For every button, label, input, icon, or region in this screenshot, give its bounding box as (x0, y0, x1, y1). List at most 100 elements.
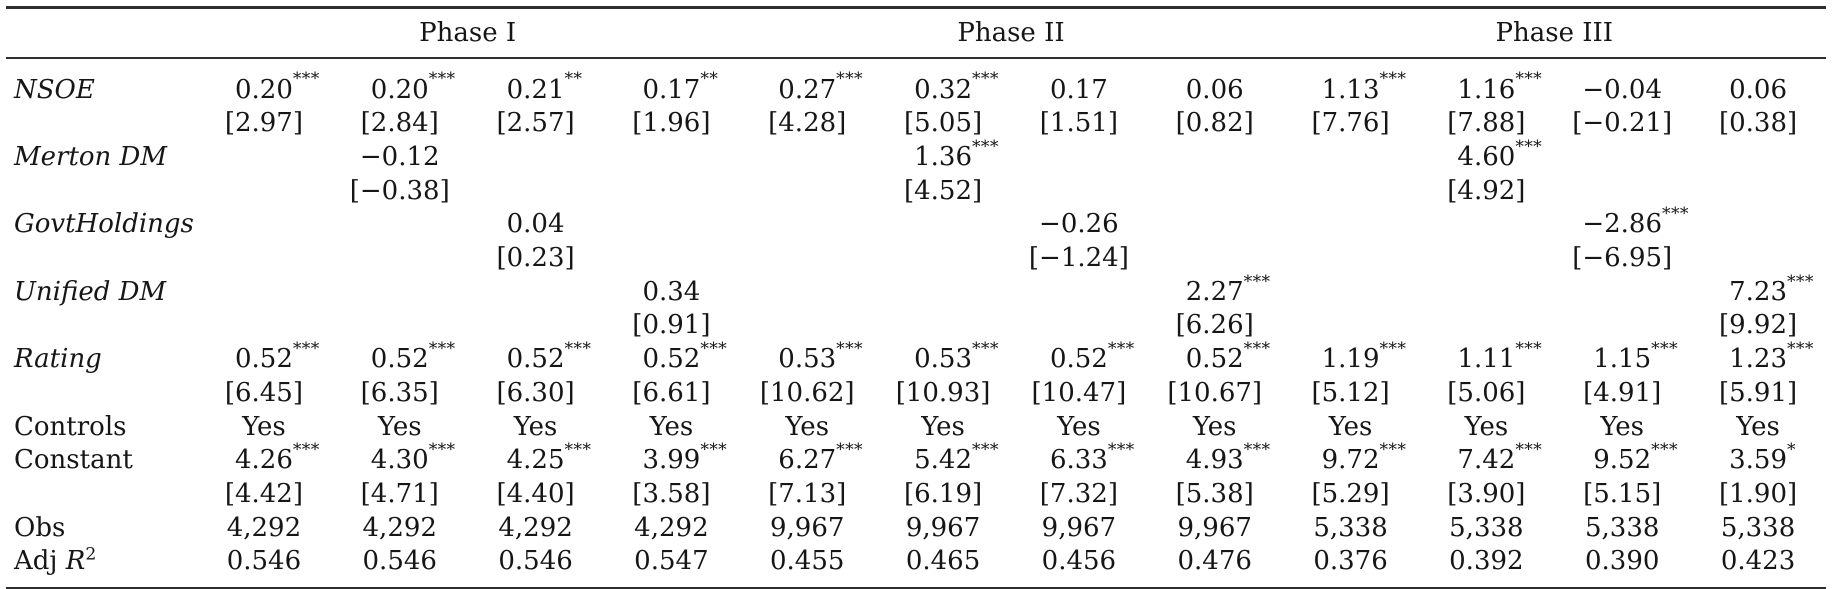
cell-value (468, 276, 604, 310)
tstat-value: [7.76] (1311, 108, 1390, 139)
row-label-empty (6, 175, 196, 209)
cell-value: 0.53 *** (778, 339, 863, 375)
tstat-value: [5.38] (1175, 478, 1254, 509)
cell-value: 9,967 (1041, 512, 1117, 543)
tstat-value: [5.06] (1447, 377, 1526, 408)
significance-stars: *** (836, 440, 863, 461)
tstat-value (1283, 175, 1419, 209)
tstat-value: [10.67] (1167, 377, 1263, 408)
tstat-value: [5.29] (1311, 478, 1390, 509)
cell-value (603, 208, 739, 242)
cell-value (1690, 208, 1826, 242)
significance-stars: *** (1379, 69, 1407, 90)
tstat-value: [−1.24] (1028, 243, 1129, 274)
cell-value: 3.59 * (1729, 440, 1796, 476)
cell-value: Yes (649, 411, 694, 442)
cell-value (875, 276, 1011, 310)
significance-stars: ** (700, 69, 719, 90)
cell-value (1011, 141, 1147, 175)
tstat-value: [1.51] (1039, 108, 1118, 139)
tstat-value: [6.26] (1175, 310, 1254, 341)
tstat-value (1418, 309, 1554, 343)
row-label-empty (6, 478, 196, 512)
cell-value (1690, 141, 1826, 175)
tstat-row: [0.23] [−1.24] [−6.95] (6, 242, 1826, 276)
row-label: Rating (14, 344, 102, 375)
tstat-row: [−0.38] [4.52] [4.92] (6, 175, 1826, 209)
tstat-value: [6.61] (632, 377, 711, 408)
cell-value: 0.455 (770, 546, 845, 577)
cell-value: 5,338 (1584, 512, 1660, 543)
cell-value: 4.25 *** (506, 440, 592, 476)
significance-stars: *** (292, 69, 320, 90)
cell-value: 1.11 *** (1457, 339, 1543, 375)
significance-stars: *** (292, 440, 320, 461)
cell-value: Yes (921, 411, 965, 442)
significance-stars: *** (1107, 440, 1135, 461)
tstat-value: [10.47] (1031, 377, 1127, 408)
tstat-value: [5.12] (1311, 377, 1390, 408)
cell-value: 1.16 *** (1457, 69, 1543, 105)
tstat-value: [6.30] (496, 377, 575, 408)
significance-stars: *** (972, 339, 999, 360)
table-row: Merton DM −0.12 1.36 *** 4.60 *** (6, 136, 1826, 175)
cell-value: 0.17 ** (642, 69, 719, 105)
tstat-value: [0.38] (1718, 108, 1798, 139)
tstat-value: [−0.38] (349, 175, 450, 206)
corner-cell (6, 7, 196, 59)
tstat-value (1690, 242, 1826, 276)
cell-value: 5,338 (1449, 512, 1524, 543)
significance-stars: * (1787, 440, 1796, 461)
cell-value: Yes (1057, 411, 1101, 442)
cell-value: Yes (1192, 411, 1237, 442)
tstat-value: [4.40] (496, 478, 575, 509)
cell-value: 1.19 *** (1321, 339, 1407, 375)
significance-stars: *** (564, 339, 592, 360)
significance-stars: *** (1107, 339, 1135, 360)
tstat-value (1147, 242, 1283, 276)
cell-value: 4.93 *** (1185, 440, 1271, 476)
row-label: GovtHoldings (14, 209, 194, 240)
cell-value: 0.476 (1177, 546, 1252, 577)
cell-value: 0.21 ** (506, 69, 583, 105)
tstat-value (875, 242, 1011, 276)
cell-value (332, 208, 468, 242)
tstat-value (196, 175, 332, 209)
cell-value: 0.06 (1185, 74, 1244, 105)
phase-header-phase-i: Phase I (196, 7, 740, 59)
tstat-value (1011, 309, 1147, 343)
cell-value: 1.23 *** (1729, 339, 1814, 375)
tstat-value (739, 175, 875, 209)
row-label: Controls (14, 411, 127, 442)
significance-stars: *** (972, 440, 999, 461)
tstat-value: [6.45] (224, 377, 303, 408)
significance-stars: *** (1662, 204, 1689, 225)
significance-stars: *** (700, 440, 728, 461)
cell-value: 4,292 (634, 512, 709, 543)
cell-value: 0.34 (642, 276, 701, 307)
cell-value: 0.20 *** (234, 69, 320, 105)
cell-value (1554, 141, 1690, 175)
cell-value: Yes (242, 411, 286, 442)
cell-value: 4.60 *** (1457, 136, 1543, 172)
cell-value: 6.27 *** (778, 440, 863, 476)
cell-value (196, 141, 332, 175)
tstat-value: [−6.95] (1572, 243, 1673, 274)
cell-value: 0.52 *** (234, 339, 320, 375)
cell-value: 9,967 (1177, 512, 1252, 543)
cell-value (603, 141, 739, 175)
tstat-value (468, 175, 604, 209)
tstat-value: [2.84] (360, 108, 439, 139)
cell-value: 0.04 (506, 209, 565, 240)
tstat-value: [2.97] (224, 108, 303, 139)
significance-stars: *** (1515, 339, 1543, 360)
row-label: Obs (14, 512, 66, 543)
tstat-row: [4.42] [4.71] [4.40] [3.58] [7.13] [6.19] [7.3… (6, 478, 1826, 512)
cell-value: −2.86 *** (1582, 204, 1689, 240)
tstat-value (332, 309, 468, 343)
row-label-empty (6, 107, 196, 141)
table-row: Constant 4.26 *** 4.30 *** 4.25 *** 3.99 *** 6.27… (6, 440, 1826, 478)
tstat-value (1147, 175, 1283, 209)
cell-value: −0.12 (359, 141, 440, 172)
cell-value: Yes (1600, 411, 1645, 442)
